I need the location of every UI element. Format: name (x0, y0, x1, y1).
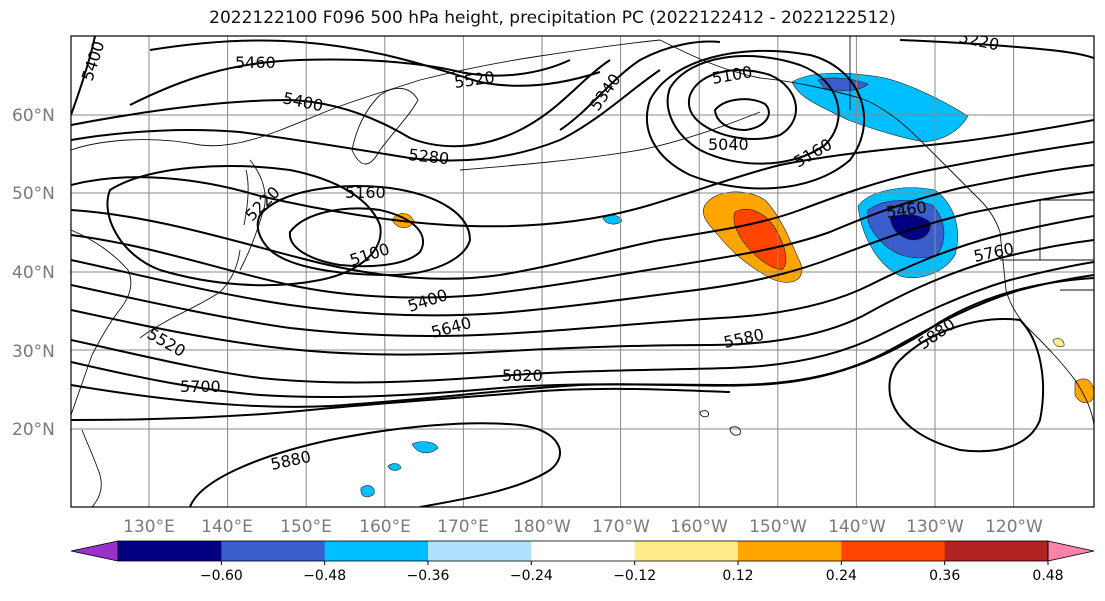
colorbar-extend-high (1047, 540, 1095, 562)
colorbar-segment (221, 541, 326, 561)
lat-label-50n: 50°N (12, 184, 55, 204)
colorbar-segment (531, 541, 636, 561)
lon-label: 150°E (280, 517, 332, 537)
precip-negative-hawaii-islet-a (387, 463, 402, 471)
colorbar-tick-label: 0.24 (826, 568, 857, 584)
lon-label: 130°E (123, 517, 175, 537)
coastline-kamchatka (351, 88, 419, 165)
contour-5040-low-east (713, 98, 770, 132)
colorbar-tick-label: −0.36 (407, 568, 450, 584)
coastline-aleutians (459, 111, 761, 171)
height-contours (71, 36, 1094, 507)
precip-negative-hawaii-islet-b (360, 485, 375, 498)
coastline-okhotsk-west (239, 159, 266, 271)
contour-5460 (129, 58, 571, 106)
contour-5580-mid (71, 215, 1094, 337)
contour-label: 5820 (502, 366, 543, 385)
contour-5340 (559, 40, 721, 131)
colorbar-segment (324, 541, 429, 561)
lat-label-20n: 20°N (12, 420, 55, 440)
colorbar-segment (118, 541, 222, 561)
contour-label: 5040 (708, 135, 749, 154)
colorbar-tick-label: 0.48 (1032, 568, 1063, 584)
colorbar-tick-label: 0.12 (722, 568, 753, 584)
gridlines (71, 36, 1094, 507)
lon-label: 180°W (513, 517, 571, 537)
contour-5460-mid (71, 164, 1094, 299)
coastline-taiwan-philippines (81, 429, 102, 507)
contour-5220-east (645, 49, 866, 190)
lat-label-40n: 40°N (12, 263, 55, 283)
contour-5400-west (71, 36, 96, 116)
map-title: 2022122100 F096 500 hPa height, precipit… (209, 8, 896, 28)
lon-label: 120°W (985, 517, 1043, 537)
longitude-labels: 130°E 140°E 150°E 160°E 170°E 180°W 170°… (123, 517, 1043, 537)
colorbar-segment (738, 541, 842, 561)
coastline-hawaii-b (729, 426, 741, 436)
coastline-siberia (71, 39, 661, 151)
colorbar-segment (634, 541, 739, 561)
contour-5160-east (666, 55, 840, 165)
lon-label: 150°W (749, 517, 807, 537)
lon-label: 140°E (201, 517, 253, 537)
colorbar-extend-low (70, 540, 119, 562)
contour-5100-low-west (288, 207, 425, 268)
contour-label: 5160 (345, 183, 386, 202)
contour-5520-mid (71, 191, 1094, 317)
contour-5880-south (189, 422, 561, 507)
colorbar-tick-label: −0.24 (510, 568, 553, 584)
precip-negative-hawaii-north (411, 441, 439, 454)
coastline-border-canada-us (849, 36, 1094, 291)
colorbar-tick-label: 0.36 (929, 568, 960, 584)
colorbar-tick-label: −0.12 (613, 568, 656, 584)
lon-label: 140°W (828, 517, 886, 537)
coastline-british-columbia (999, 231, 1094, 426)
colorbar-tick-label: −0.60 (200, 568, 243, 584)
contour-5220-ne (899, 39, 1094, 59)
contour-label: 5700 (180, 377, 221, 396)
contour-5340-mid (71, 119, 1094, 228)
colorbar-segment (841, 541, 946, 561)
lat-label-30n: 30°N (12, 342, 55, 362)
colorbar-ticks: −0.60 −0.48 −0.36 −0.24 −0.12 0.12 0.24 0.36 0.4… (200, 561, 1064, 584)
contour-5100-low-east (687, 69, 797, 140)
map-frame (70, 35, 1095, 508)
coastline-alaska (659, 39, 1001, 233)
precip-positive-mexico-coast (1052, 338, 1065, 348)
coastline-sakhalin (243, 169, 249, 226)
coastline-korea-china (71, 229, 132, 416)
lon-label: 130°W (906, 517, 964, 537)
contour-5280 (71, 69, 661, 162)
lon-label: 160°E (359, 517, 411, 537)
contour-5220-low-west (106, 165, 382, 287)
lon-label: 170°E (437, 517, 489, 537)
coastline-hawaii-a (699, 410, 709, 418)
contour-5640-mid (71, 239, 1094, 356)
contour-5880-east (888, 318, 1045, 453)
lon-label: 170°W (592, 517, 650, 537)
colorbar-tick-label: −0.48 (303, 568, 346, 584)
contour-label: 5280 (408, 145, 450, 168)
latitude-labels: 60°N 50°N 40°N 30°N 20°N (12, 106, 55, 440)
contour-5400-mid (71, 141, 1094, 280)
contour-5700-mid (71, 261, 1094, 384)
colorbar-segment (944, 541, 1049, 561)
colorbar (70, 540, 1095, 562)
lon-label: 160°W (670, 517, 728, 537)
colorbar-segment (428, 541, 532, 561)
contour-label: 5460 (235, 53, 276, 72)
colorbar-frame (117, 540, 1049, 562)
contour-5520 (149, 39, 601, 87)
contour-5820-mid (71, 277, 1094, 408)
contour-5400 (71, 59, 611, 148)
lat-label-60n: 60°N (12, 106, 55, 126)
contour-5820-south (71, 387, 731, 421)
